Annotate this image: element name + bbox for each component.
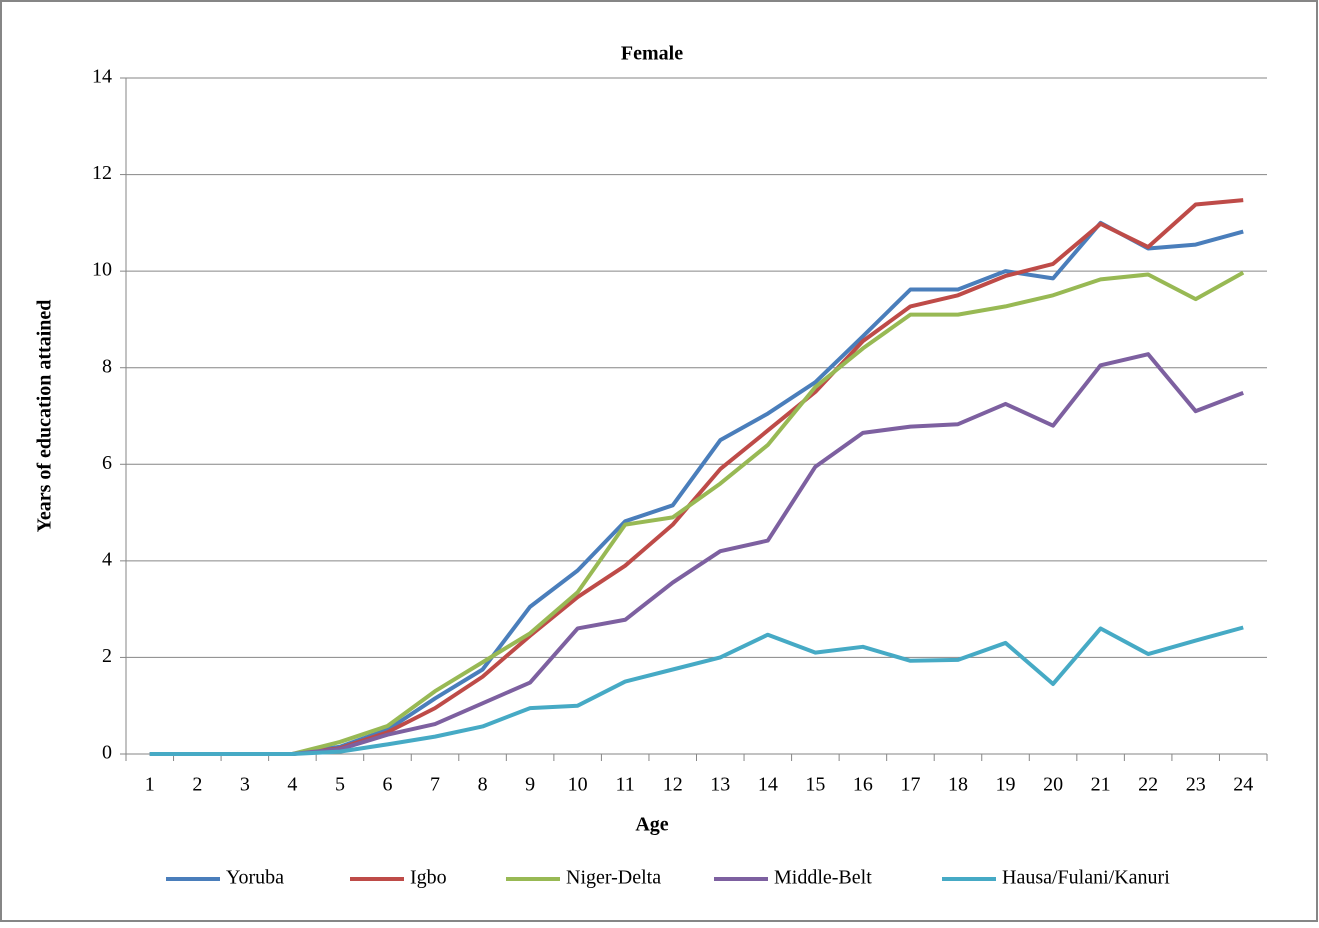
- x-tick-label: 15: [805, 774, 825, 796]
- x-tick-label: 20: [1043, 774, 1063, 796]
- y-tick-label: 6: [102, 452, 112, 474]
- legend-label: Igbo: [410, 867, 447, 889]
- legend-label: Yoruba: [226, 867, 284, 889]
- x-tick-label: 12: [663, 774, 683, 796]
- x-tick-label: 2: [192, 774, 202, 796]
- x-axis-label: Age: [635, 814, 668, 836]
- x-tick-label: 14: [758, 774, 778, 796]
- y-tick-label: 14: [92, 66, 112, 88]
- x-tick-label: 23: [1186, 774, 1206, 796]
- x-tick-label: 24: [1233, 774, 1253, 796]
- chart-title: Female: [621, 43, 683, 65]
- x-tick-label: 13: [710, 774, 730, 796]
- x-tick-label: 16: [853, 774, 873, 796]
- x-tick-label: 22: [1138, 774, 1158, 796]
- x-tick-label: 11: [616, 774, 635, 796]
- x-tick-label: 9: [525, 774, 535, 796]
- series-line: [149, 625, 1244, 756]
- y-tick-label: 4: [102, 548, 112, 570]
- x-tick-label: 6: [382, 774, 392, 796]
- x-tick-label: 19: [996, 774, 1016, 796]
- y-tick-label: 8: [102, 355, 112, 377]
- x-tick-label: 8: [478, 774, 488, 796]
- y-tick-label: 10: [92, 259, 112, 281]
- series-line: [149, 352, 1244, 756]
- y-tick-label: 12: [92, 162, 112, 184]
- x-tick-label: 17: [900, 774, 920, 796]
- legend-label: Niger-Delta: [566, 867, 661, 889]
- legend-label: Hausa/Fulani/Kanuri: [1002, 867, 1170, 889]
- x-tick-label: 21: [1091, 774, 1111, 796]
- y-tick-label: 0: [102, 742, 112, 764]
- x-tick-label: 4: [287, 774, 297, 796]
- x-tick-label: 3: [240, 774, 250, 796]
- y-tick-label: 2: [102, 645, 112, 667]
- x-tick-label: 1: [145, 774, 155, 796]
- series-line: [149, 270, 1245, 756]
- x-tick-label: 18: [948, 774, 968, 796]
- x-tick-label: 10: [568, 774, 588, 796]
- legend-label: Middle-Belt: [774, 867, 872, 889]
- y-axis-label: Years of education attained: [34, 300, 56, 533]
- x-tick-label: 7: [430, 774, 440, 796]
- x-tick-label: 5: [335, 774, 345, 796]
